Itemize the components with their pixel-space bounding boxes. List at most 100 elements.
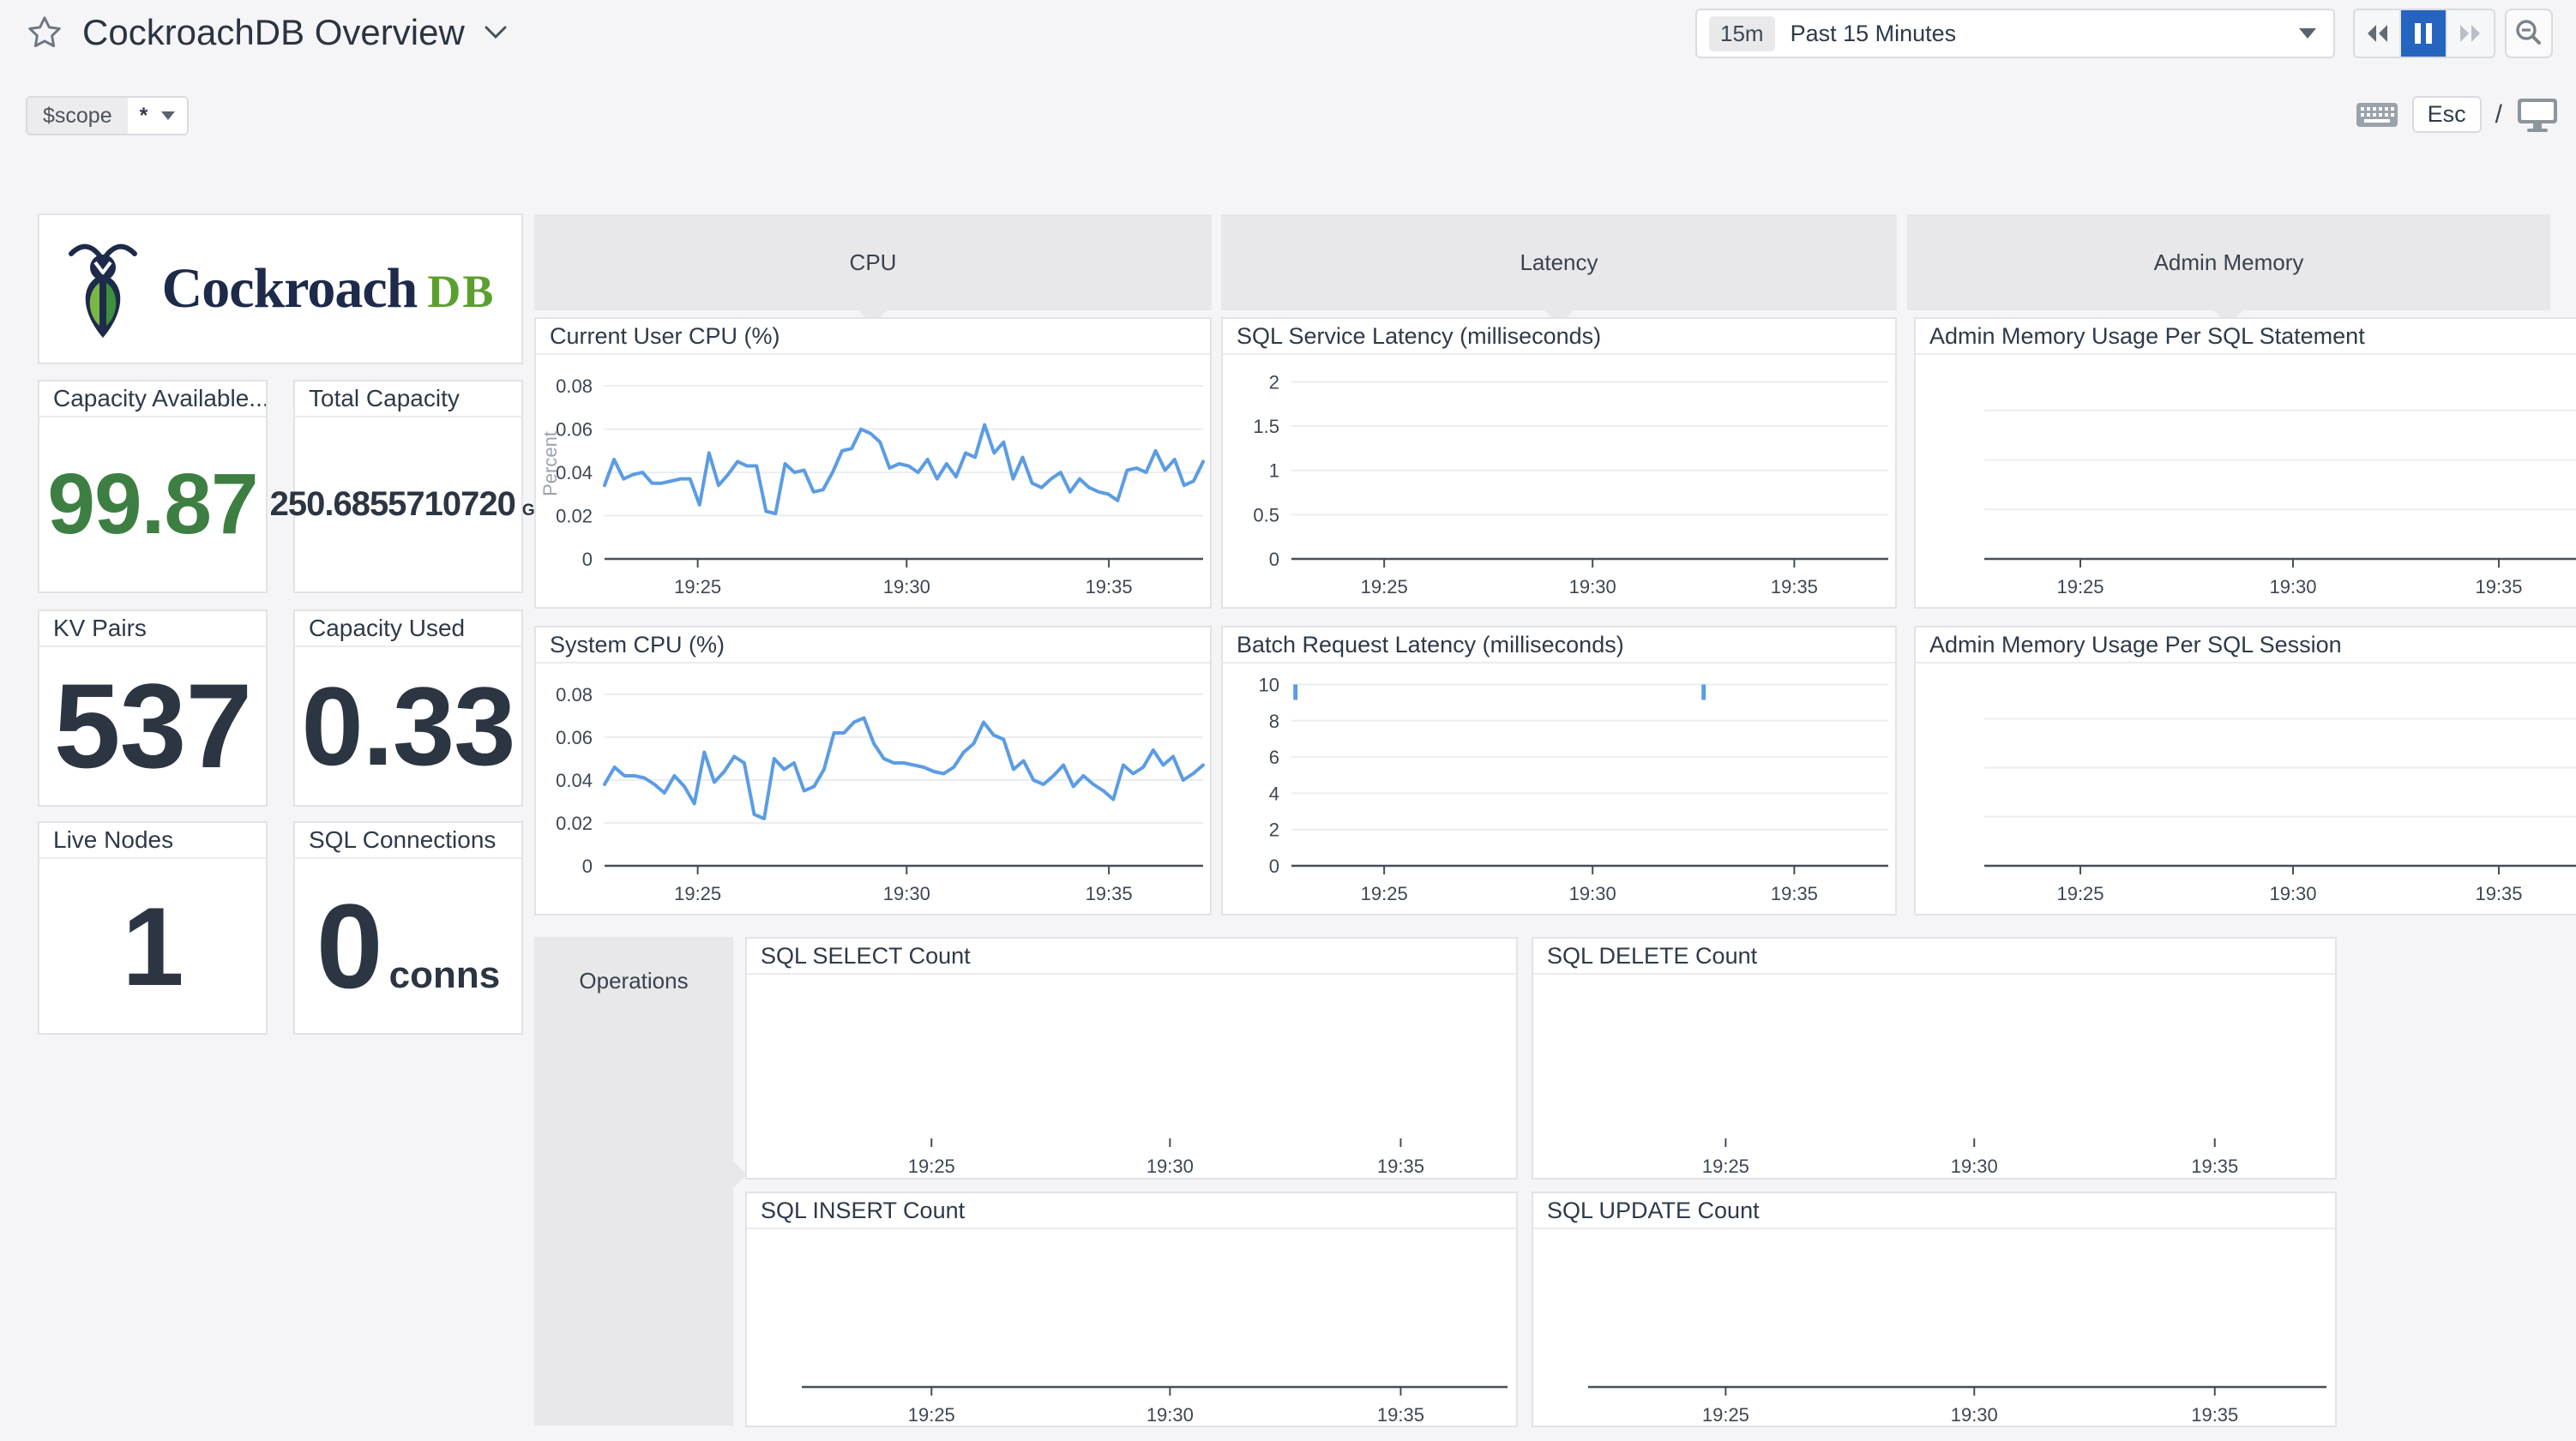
stat-card-sql-connections: SQL Connections 0 conns (293, 821, 523, 1035)
svg-text:19:30: 19:30 (1951, 1404, 1998, 1426)
stat-card-kv-pairs: KV Pairs 537 (38, 609, 268, 807)
cockroach-bug-icon (68, 243, 137, 338)
chart-panel-sql-insert-count: SQL INSERT Count 19:25 19:30 19:35 (745, 1192, 1518, 1427)
chart-current-user-cpu[interactable]: 0.08 0.06 0.04 0.02 0 19:25 19:30 19:35 Percent (536, 355, 1210, 607)
chart-sql-update-count[interactable]: 19:25 19:30 19:35 (1533, 1229, 2335, 1426)
stat-value: 0.33 (301, 663, 515, 789)
section-title: CPU (849, 249, 897, 275)
stat-value: 250.6855710720 (269, 485, 516, 523)
chart-panel-sql-select-count: SQL SELECT Count 19:25 19:30 19:35 (745, 937, 1518, 1180)
stat-unit: conns (388, 953, 501, 996)
svg-text:6: 6 (1269, 747, 1279, 768)
stat-label: Capacity Available... (39, 381, 266, 417)
chart-title: Current User CPU (%) (536, 319, 1210, 355)
svg-text:19:35: 19:35 (1086, 883, 1133, 904)
time-range-badge: 15m (1709, 15, 1775, 51)
fast-forward-button[interactable] (2447, 10, 2494, 57)
stat-value: 99.87 (47, 456, 258, 552)
chart-title: SQL INSERT Count (747, 1193, 1516, 1229)
logo-db-text: DB (427, 266, 496, 317)
svg-text:19:30: 19:30 (1951, 1156, 1998, 1177)
svg-text:0.06: 0.06 (556, 727, 593, 748)
section-title: Admin Memory (2153, 249, 2304, 275)
scope-template-picker[interactable]: $scope * (26, 96, 190, 135)
stat-label: Live Nodes (39, 823, 266, 859)
svg-text:2: 2 (1269, 371, 1279, 393)
chart-admin-memory-statement[interactable]: 19:25 19:30 19:35 (1916, 355, 2576, 607)
operations-pointer-icon (731, 1159, 747, 1190)
rewind-button[interactable] (2355, 10, 2401, 57)
scope-variable-value[interactable]: * (127, 98, 188, 134)
svg-text:19:25: 19:25 (674, 883, 721, 904)
scope-value-text: * (139, 103, 148, 128)
zoom-out-button[interactable] (2505, 9, 2553, 58)
svg-text:0.02: 0.02 (556, 506, 593, 527)
svg-text:19:35: 19:35 (2191, 1404, 2238, 1426)
chart-sql-service-latency[interactable]: 2 1.5 1 0.5 0 19:25 19:30 19:35 (1223, 355, 1895, 607)
chart-title: Batch Request Latency (milliseconds) (1223, 627, 1895, 663)
svg-text:2: 2 (1269, 820, 1279, 841)
chart-panel-sql-delete-count: SQL DELETE Count 19:25 19:30 19:35 (1532, 937, 2337, 1180)
svg-text:19:25: 19:25 (1361, 883, 1408, 904)
svg-text:19:35: 19:35 (1377, 1156, 1424, 1177)
time-range-picker[interactable]: 15m Past 15 Minutes (1695, 9, 2335, 58)
slash-separator: / (2495, 99, 2502, 129)
stat-card-live-nodes: Live Nodes 1 (38, 821, 268, 1035)
section-title: Operations (579, 968, 689, 994)
stat-value: 537 (53, 658, 253, 793)
svg-text:0.08: 0.08 (556, 684, 593, 705)
chart-sql-select-count[interactable]: 19:25 19:30 19:35 (747, 975, 1516, 1178)
chart-title: SQL UPDATE Count (1533, 1193, 2335, 1229)
section-header-operations[interactable]: Operations (534, 937, 733, 1426)
playback-controls (2353, 9, 2495, 58)
chart-title: Admin Memory Usage Per SQL Session (1916, 627, 2576, 663)
svg-text:0.04: 0.04 (556, 770, 593, 791)
svg-text:19:35: 19:35 (1377, 1404, 1424, 1426)
stat-label: Total Capacity (295, 381, 521, 417)
chart-panel-current-user-cpu: Current User CPU (%) 0.08 0.06 0.04 0.02 0 19… (534, 317, 1212, 609)
chart-title: Admin Memory Usage Per SQL Statement (1916, 319, 2576, 355)
svg-text:19:30: 19:30 (2269, 883, 2316, 904)
svg-text:0.5: 0.5 (1253, 504, 1279, 525)
svg-text:19:25: 19:25 (2056, 576, 2104, 597)
chart-system-cpu[interactable]: 0.08 0.06 0.04 0.02 0 19:25 19:30 19:35 (536, 663, 1210, 914)
svg-text:19:25: 19:25 (908, 1156, 955, 1177)
svg-text:1.5: 1.5 (1253, 416, 1279, 437)
svg-text:19:30: 19:30 (883, 883, 930, 904)
chart-sql-delete-count[interactable]: 19:25 19:30 19:35 (1533, 975, 2335, 1178)
scope-variable-name: $scope (27, 98, 128, 134)
scope-caret-icon (161, 111, 176, 120)
chart-batch-request-latency[interactable]: 10 8 6 4 2 0 19:25 19:30 19:35 (1223, 663, 1895, 914)
svg-text:19:25: 19:25 (674, 576, 721, 597)
chart-panel-sql-service-latency: SQL Service Latency (milliseconds) 2 1.5 1… (1221, 317, 1897, 609)
chart-title: SQL DELETE Count (1533, 939, 2335, 975)
svg-text:19:30: 19:30 (1569, 883, 1616, 904)
pause-button[interactable] (2401, 10, 2447, 57)
stat-label: SQL Connections (295, 823, 521, 859)
svg-text:19:30: 19:30 (1569, 576, 1616, 597)
esc-key-hint[interactable]: Esc (2411, 96, 2482, 133)
section-header-latency[interactable]: Latency (1221, 214, 1897, 310)
keyboard-icon[interactable] (2356, 100, 2398, 129)
chart-sql-insert-count[interactable]: 19:25 19:30 19:35 (747, 1229, 1516, 1426)
svg-text:19:35: 19:35 (2191, 1156, 2238, 1177)
chart-panel-system-cpu: System CPU (%) 0.08 0.06 0.04 0.02 0 19:25 19:… (534, 626, 1212, 916)
cockroachdb-logo: Cockroach DB (38, 213, 523, 364)
svg-text:19:25: 19:25 (908, 1404, 955, 1426)
fullscreen-tv-icon[interactable] (2516, 97, 2559, 133)
logo-brand-text: Cockroach (161, 257, 418, 320)
chart-panel-admin-memory-session: Admin Memory Usage Per SQL Session 19:25… (1914, 626, 2576, 916)
section-header-cpu[interactable]: CPU (534, 214, 1212, 310)
star-icon[interactable] (26, 14, 63, 51)
shortcut-hints: Esc / (2356, 96, 2559, 133)
chart-admin-memory-session[interactable]: 19:25 19:30 19:35 (1916, 663, 2576, 914)
section-header-admin-memory[interactable]: Admin Memory (1907, 214, 2550, 310)
page-title: CockroachDB Overview (82, 12, 465, 52)
svg-text:0.04: 0.04 (556, 462, 593, 483)
chevron-down-icon[interactable] (484, 25, 508, 40)
chart-title: SQL Service Latency (milliseconds) (1223, 319, 1895, 355)
stat-value: 1 (122, 883, 184, 1009)
svg-text:19:35: 19:35 (2475, 576, 2522, 597)
section-title: Latency (1520, 249, 1598, 275)
chart-title: System CPU (%) (536, 627, 1210, 663)
